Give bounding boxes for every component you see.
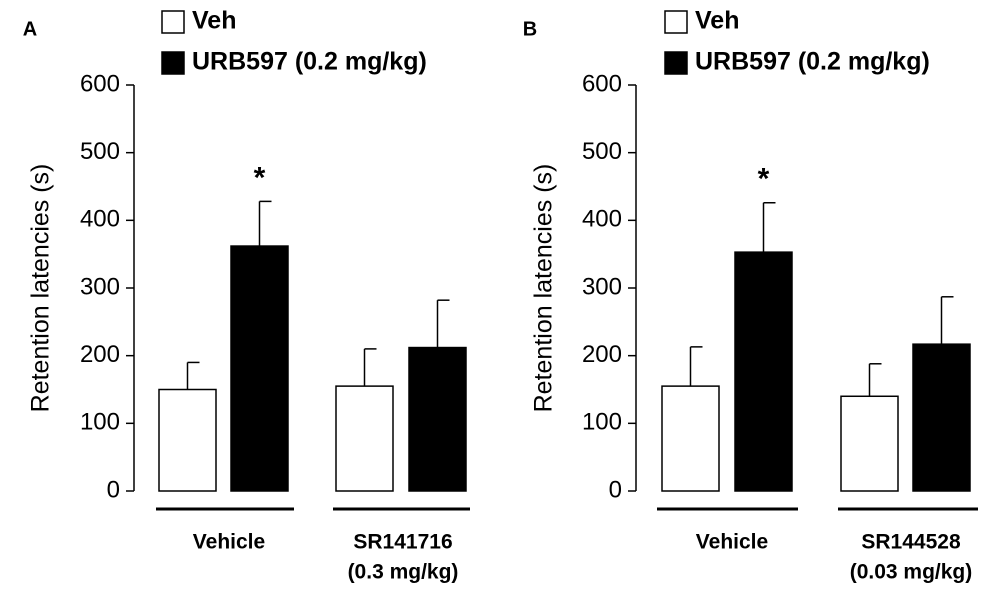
y-tick-label: 300: [80, 273, 120, 300]
y-tick-label: 300: [582, 273, 622, 300]
group-label: SR141716: [353, 531, 452, 554]
legend: Veh URB597 (0.2 mg/kg): [664, 7, 930, 76]
y-tick-label: 600: [582, 70, 622, 97]
panel-a: A Veh URB597 (0.2 mg/kg) 0 100 200 300 400 500 60…: [23, 7, 470, 584]
significance-marker: *: [254, 161, 266, 194]
group-label: (0.03 mg/kg): [850, 561, 973, 584]
legend-label-urb: URB597 (0.2 mg/kg): [695, 48, 930, 76]
bar-veh: [335, 385, 394, 492]
y-tick-label: 200: [582, 341, 622, 368]
group-label: SR144528: [861, 531, 961, 554]
y-tick-label: 500: [582, 138, 622, 165]
bar-urb: [230, 245, 289, 492]
y-tick-label: 200: [80, 341, 120, 368]
panel-letter: B: [523, 18, 537, 40]
y-axis-label: Retention latencies (s): [27, 164, 55, 413]
y-tick-label: 400: [582, 206, 622, 233]
legend-swatch-urb: [161, 51, 185, 75]
y-tick-label: 0: [609, 476, 622, 503]
bar-veh: [840, 395, 899, 492]
y-axis-label: Retention latencies (s): [530, 164, 558, 413]
panel-b: B Veh URB597 (0.2 mg/kg) 0 100 200 300 400 500 60…: [523, 7, 978, 584]
bar-urb: [734, 251, 793, 492]
legend-swatch-urb: [664, 51, 688, 75]
legend-swatch-veh: [664, 10, 688, 34]
legend-label-veh: Veh: [192, 7, 236, 35]
group-label: (0.3 mg/kg): [348, 561, 459, 584]
legend-label-urb: URB597 (0.2 mg/kg): [192, 48, 427, 76]
significance-marker: *: [758, 163, 770, 196]
y-tick-label: 0: [107, 476, 120, 503]
panel-letter: A: [23, 18, 37, 40]
y-tick-label: 100: [80, 409, 120, 436]
legend-swatch-veh: [161, 10, 185, 34]
bar-veh: [661, 385, 720, 492]
bar-urb: [912, 343, 971, 492]
bar-veh: [158, 388, 217, 492]
bar-urb: [408, 346, 467, 492]
legend: Veh URB597 (0.2 mg/kg): [161, 7, 427, 76]
group-label: Vehicle: [696, 531, 768, 554]
y-tick-label: 500: [80, 138, 120, 165]
y-tick-label: 400: [80, 206, 120, 233]
legend-label-veh: Veh: [695, 7, 739, 35]
y-tick-label: 100: [582, 409, 622, 436]
group-label: Vehicle: [193, 531, 265, 554]
y-tick-label: 600: [80, 70, 120, 97]
